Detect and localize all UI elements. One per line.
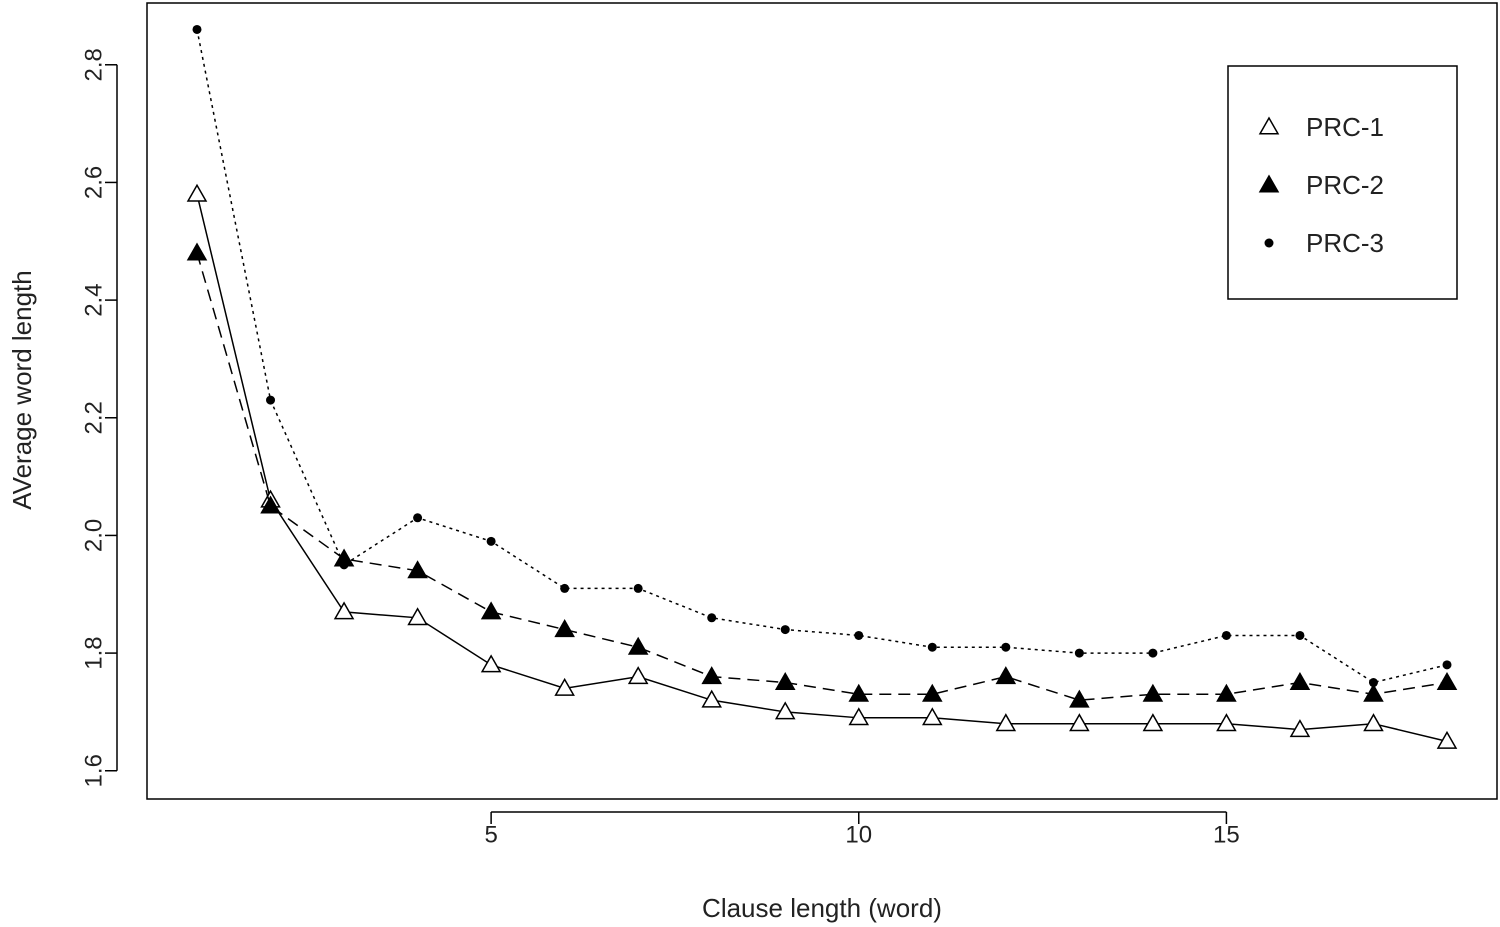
point <box>186 183 208 202</box>
point <box>1069 689 1090 708</box>
series-line <box>196 252 1448 701</box>
point <box>1216 683 1237 702</box>
point <box>186 242 208 261</box>
point <box>560 583 570 593</box>
point <box>995 666 1017 685</box>
x-axis-label: Clause length (word) <box>702 893 942 923</box>
point <box>774 701 796 720</box>
point <box>333 601 355 620</box>
point <box>627 666 649 685</box>
point <box>486 536 496 546</box>
point <box>627 636 649 655</box>
point <box>1436 730 1458 749</box>
point <box>1142 683 1164 702</box>
point <box>1295 630 1305 640</box>
point <box>192 24 202 34</box>
point <box>413 513 423 523</box>
point <box>1074 648 1084 658</box>
point <box>922 683 943 702</box>
y-tick-label: 1.6 <box>80 754 107 787</box>
point <box>407 607 428 626</box>
point <box>780 625 790 635</box>
point <box>1363 683 1384 702</box>
point <box>260 495 281 514</box>
legend-label: PRC-3 <box>1306 228 1384 258</box>
legend-symbol <box>1258 116 1280 135</box>
point <box>266 395 276 405</box>
point <box>1221 630 1231 640</box>
y-tick-label: 2.8 <box>80 48 107 81</box>
series-line <box>196 194 1448 743</box>
legend-label: PRC-1 <box>1306 112 1384 142</box>
y-tick-label: 2.0 <box>80 519 107 552</box>
point <box>554 677 575 696</box>
point <box>848 707 870 726</box>
point <box>1442 660 1452 670</box>
legend-symbol <box>1264 238 1274 248</box>
point <box>1148 648 1158 658</box>
point <box>480 601 502 620</box>
point <box>554 619 575 638</box>
x-tick-label: 10 <box>845 821 872 848</box>
point <box>339 560 349 570</box>
point <box>701 666 722 685</box>
point <box>1289 672 1311 691</box>
y-tick-label: 2.6 <box>80 166 107 199</box>
legend-label: PRC-2 <box>1306 170 1384 200</box>
point <box>480 654 502 673</box>
point <box>1142 713 1164 732</box>
point <box>1436 672 1458 691</box>
point <box>927 642 937 652</box>
point <box>1289 719 1311 738</box>
y-tick-label: 1.8 <box>80 636 107 669</box>
point <box>922 707 943 726</box>
x-tick-label: 15 <box>1213 821 1240 848</box>
legend: PRC-1 PRC-2 PRC-3 <box>1227 65 1458 300</box>
point <box>1363 713 1384 732</box>
point <box>707 613 717 623</box>
point <box>774 672 796 691</box>
point <box>1368 678 1378 688</box>
y-tick-label: 2.4 <box>80 283 107 316</box>
point <box>407 560 428 579</box>
point <box>1001 642 1011 652</box>
x-tick-label: 5 <box>484 821 497 848</box>
point <box>633 583 643 593</box>
y-axis-label: AVerage word length <box>7 270 37 509</box>
y-tick-label: 2.2 <box>80 401 107 434</box>
series-line <box>196 29 1448 684</box>
point <box>1216 713 1237 732</box>
point <box>848 683 870 702</box>
plot-box <box>146 2 1498 800</box>
point <box>1069 713 1090 732</box>
legend-symbol <box>1258 174 1280 193</box>
point <box>854 630 864 640</box>
point <box>701 689 722 708</box>
point <box>995 713 1017 732</box>
